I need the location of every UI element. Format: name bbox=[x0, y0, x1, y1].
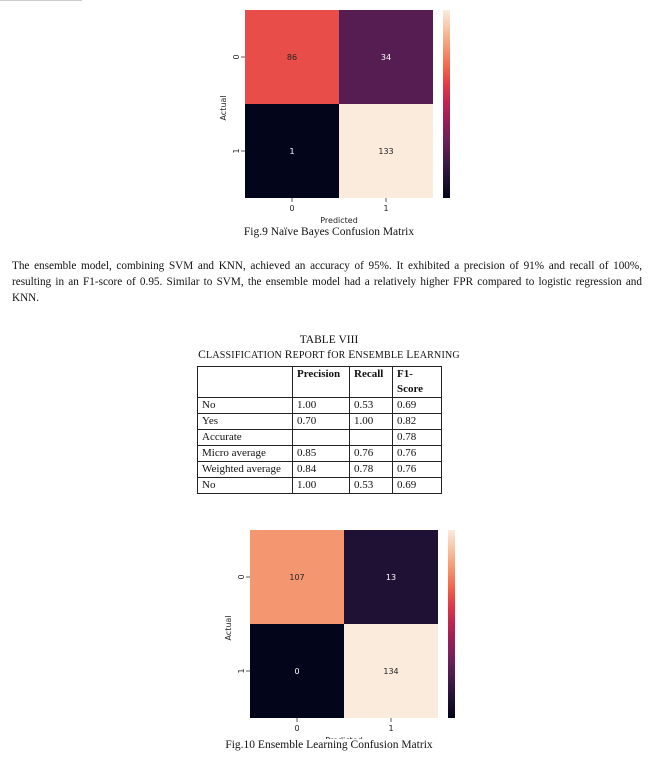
nb-cell-label: 34 bbox=[381, 53, 391, 62]
value-cell: 1.00 bbox=[292, 477, 350, 494]
nb-x-tick-label: 0 bbox=[289, 204, 294, 213]
row-label-cell: Micro average bbox=[197, 445, 293, 462]
value-cell: 0.84 bbox=[292, 461, 350, 478]
ens-colorbar bbox=[448, 530, 455, 718]
nb-cell-label: 86 bbox=[287, 53, 297, 62]
row-label-cell: Yes bbox=[197, 413, 293, 430]
ens-cell bbox=[344, 624, 438, 718]
nb-cell-label: 133 bbox=[378, 147, 393, 156]
table-row: No 1.00 0.53 0.69 bbox=[197, 477, 442, 494]
row-label-cell: No bbox=[197, 397, 293, 414]
ens-cell-label: 0 bbox=[294, 667, 299, 676]
value-cell: 0.76 bbox=[392, 461, 442, 478]
table-row: Accurate 0.78 bbox=[197, 429, 442, 446]
figure-10-caption: Fig.10 Ensemble Learning Confusion Matri… bbox=[225, 739, 433, 751]
nb-y-axis-label: Actual bbox=[219, 95, 228, 120]
ens-cell-label: 134 bbox=[383, 667, 398, 676]
nb-x-axis-label: Predicted bbox=[320, 216, 358, 225]
table-row: No 1.00 0.53 0.69 bbox=[197, 397, 442, 414]
ensemble-confusion-matrix: 1071301340101PredictedActual020406080100… bbox=[224, 530, 455, 739]
value-cell: 0.76 bbox=[349, 445, 393, 462]
naive-bayes-confusion-matrix: 863411330101PredictedActual2040608010012… bbox=[219, 10, 450, 225]
ens-x-tick-label: 1 bbox=[388, 724, 393, 733]
value-cell: 0.85 bbox=[292, 445, 350, 462]
value-cell: 0.53 bbox=[349, 397, 393, 414]
ens-cell-label: 13 bbox=[386, 573, 396, 582]
ens-x-axis-label: Predicted bbox=[325, 736, 363, 739]
value-cell: 0.53 bbox=[349, 477, 393, 494]
table-header-row: Precision Recall F1-Score bbox=[197, 366, 442, 398]
top-rule bbox=[0, 0, 82, 1]
header-cell: Recall bbox=[349, 366, 393, 398]
nb-cell-label: 1 bbox=[289, 147, 294, 156]
value-cell bbox=[292, 429, 350, 446]
ens-cell-label: 107 bbox=[289, 573, 304, 582]
row-label-cell: Weighted average bbox=[197, 461, 293, 478]
value-cell: 0.78 bbox=[349, 461, 393, 478]
nb-cell bbox=[245, 104, 339, 198]
value-cell: 0.76 bbox=[392, 445, 442, 462]
nb-cell bbox=[245, 10, 339, 104]
ens-y-tick-label: 1 bbox=[237, 668, 246, 673]
value-cell: 0.78 bbox=[392, 429, 442, 446]
nb-x-tick-label: 1 bbox=[383, 204, 388, 213]
figure-9-caption: Fig.9 Naïve Bayes Confusion Matrix bbox=[243, 226, 415, 238]
table-number: TABLE VIII bbox=[299, 334, 359, 346]
table-row: Weighted average 0.84 0.78 0.76 bbox=[197, 461, 442, 478]
ens-cell bbox=[250, 624, 344, 718]
row-label-cell: No bbox=[197, 477, 293, 494]
ens-cell bbox=[344, 530, 438, 624]
nb-y-tick-label: 0 bbox=[232, 54, 241, 59]
ens-y-axis-label: Actual bbox=[224, 615, 233, 640]
value-cell: 1.00 bbox=[292, 397, 350, 414]
nb-colorbar bbox=[443, 10, 450, 198]
nb-cell bbox=[339, 104, 433, 198]
table-row: Yes 0.70 1.00 0.82 bbox=[197, 413, 442, 430]
header-cell: F1-Score bbox=[392, 366, 442, 398]
nb-y-tick-label: 1 bbox=[232, 148, 241, 153]
value-cell: 1.00 bbox=[349, 413, 393, 430]
classification-report-table: Precision Recall F1-Score No 1.00 0.53 0.69… bbox=[197, 366, 442, 494]
ens-x-tick-label: 0 bbox=[294, 724, 299, 733]
table-title: CLASSIFICATION REPORT fOR ENSEMBLE LEARN… bbox=[0, 349, 658, 361]
nb-cell bbox=[339, 10, 433, 104]
table-row: Micro average 0.85 0.76 0.76 bbox=[197, 445, 442, 462]
value-cell bbox=[349, 429, 393, 446]
ens-y-tick-label: 0 bbox=[237, 574, 246, 579]
ens-cell bbox=[250, 530, 344, 624]
value-cell: 0.69 bbox=[392, 477, 442, 494]
value-cell: 0.82 bbox=[392, 413, 442, 430]
value-cell: 0.70 bbox=[292, 413, 350, 430]
table-title-text: CLASSIFICATION REPORT fOR ENSEMBLE LEARN… bbox=[198, 349, 460, 361]
ensemble-paragraph: The ensemble model, combining SVM and KN… bbox=[12, 260, 642, 304]
value-cell: 0.69 bbox=[392, 397, 442, 414]
header-cell: Precision bbox=[292, 366, 350, 398]
header-cell bbox=[197, 366, 293, 398]
row-label-cell: Accurate bbox=[197, 429, 293, 446]
